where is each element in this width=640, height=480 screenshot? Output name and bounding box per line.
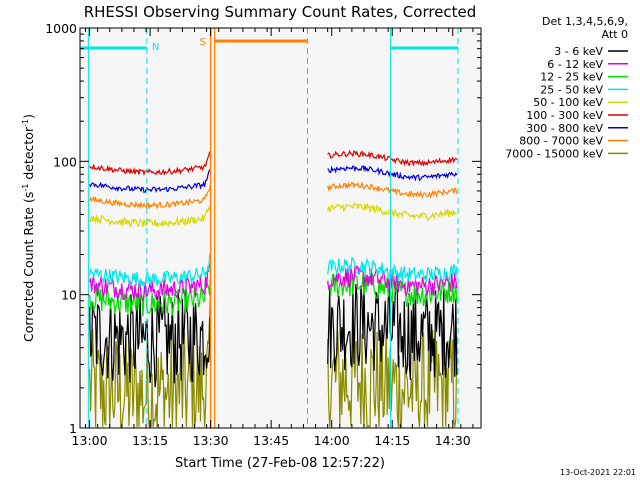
y-tick-label: 1 [69,421,77,436]
legend-label: 7000 - 15000 keV [505,147,603,160]
series-line [327,202,457,221]
legend-label: 300 - 800 keV [526,122,603,135]
series-line [327,181,458,199]
x-axis-label: Start Time (27-Feb-08 12:57:22) [175,456,385,471]
y-axis-label: Corrected Count Rate (s-1 detector-1) [21,114,36,342]
footer-date: 13-Oct-2021 22:01 [560,468,636,477]
y-axis-label-sup1: -1 [21,184,30,192]
legend-label: 25 - 50 keV [540,83,603,96]
series-line [327,257,458,283]
legend-header-line2: Att 0 [602,28,628,41]
plot-frame [79,27,482,429]
y-axis-label-mid: detector [21,126,36,184]
legend-header-line1: Det 1,3,4,5,6,9, [542,15,628,28]
series-layer [89,149,458,429]
y-axis-label-end: ) [21,114,36,119]
series-line [89,288,212,388]
x-tick-label: 14:00 [314,433,350,448]
chart-title: RHESSI Observing Summary Count Rates, Co… [84,3,477,21]
series-line [89,182,212,210]
y-axis: 1 10 100 1000 [45,21,481,436]
series-line [327,271,458,307]
x-tick-label: 14:30 [435,433,471,448]
series-line [327,164,458,182]
marker-label-s: S [200,37,206,48]
x-tick-label: 13:00 [72,433,108,448]
series-line [89,263,212,302]
legend-label: 100 - 300 keV [526,109,603,122]
legend-label: 800 - 7000 keV [519,135,603,148]
plot-background [80,28,481,428]
series-line [327,282,458,381]
x-tick-label: 13:15 [132,433,168,448]
x-tick-label: 14:15 [374,433,410,448]
legend-label: 6 - 12 keV [547,58,603,71]
series-line [89,150,212,177]
x-tick-label: 13:30 [193,433,229,448]
y-tick-label: 10 [61,288,77,303]
y-tick-label: 100 [53,154,77,169]
series-line [89,168,212,194]
x-tick-label: 13:45 [253,433,289,448]
series-line [327,323,458,429]
legend-label: 12 - 25 keV [540,71,603,84]
x-axis: 13:00 13:15 13:30 13:45 14:00 14:15 14:30 [72,28,474,448]
legend-label: 50 - 100 keV [533,96,603,109]
series-line [89,201,212,228]
y-axis-label-sup2: -1 [21,119,30,127]
series-line [89,252,212,288]
series-line [327,149,458,167]
legend-label: 3 - 6 keV [554,45,603,58]
y-axis-label-main: Corrected Count Rate (s [21,192,36,342]
y-tick-label: 1000 [45,21,77,36]
marker-label-n: N [152,42,159,53]
